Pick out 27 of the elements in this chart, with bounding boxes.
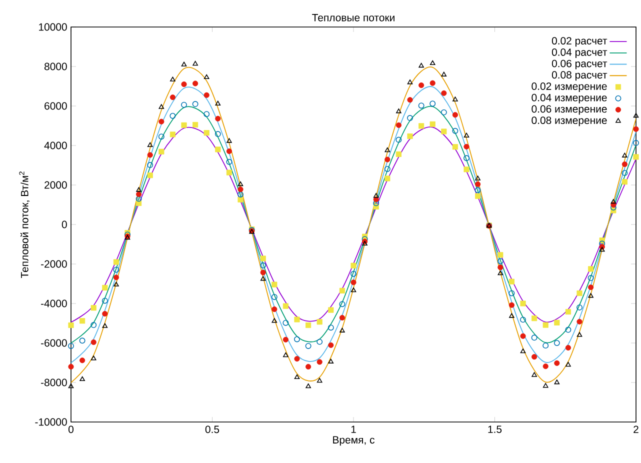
- y-tick-label: -6000: [41, 339, 67, 347]
- x-tick-label: 1.5: [488, 426, 502, 433]
- y-tick-label: 0: [62, 220, 67, 228]
- x-tick-label: 1: [351, 426, 356, 433]
- y-tick-label: -10000: [35, 418, 67, 426]
- y-tick-label: 4000: [44, 142, 67, 150]
- y-tick-label: -8000: [41, 378, 67, 386]
- legend-label: 0.02 измерение: [532, 82, 607, 92]
- legend-label: 0.08 расчет: [552, 71, 608, 81]
- legend-label: 0.02 расчет: [552, 37, 608, 47]
- legend-label: 0.04 измерение: [532, 94, 607, 104]
- legend-label: 0.04 расчет: [552, 48, 608, 58]
- y-tick-label: 6000: [44, 102, 67, 110]
- x-axis-title: Время, с: [333, 436, 374, 446]
- y-axis-title: Тепловой поток, Вт/м$^{2}$: [19, 172, 30, 278]
- legend-label: 0.08 измерение: [532, 116, 607, 126]
- x-tick-label: 0: [68, 426, 74, 434]
- x-tick-label: 0.5: [205, 426, 220, 434]
- y-tick-label: -4000: [41, 300, 67, 308]
- legend-label: 0.06 расчет: [552, 60, 608, 70]
- x-tick-label: 2: [634, 426, 638, 433]
- legend-label: 0.06 измерение: [532, 105, 607, 115]
- y-tick-label: -2000: [41, 260, 67, 268]
- chart-title: Тепловые потоки: [312, 14, 394, 22]
- y-tick-label: 8000: [44, 62, 67, 70]
- y-tick-label: 2000: [44, 181, 67, 189]
- y-tick-label: 10000: [39, 23, 67, 31]
